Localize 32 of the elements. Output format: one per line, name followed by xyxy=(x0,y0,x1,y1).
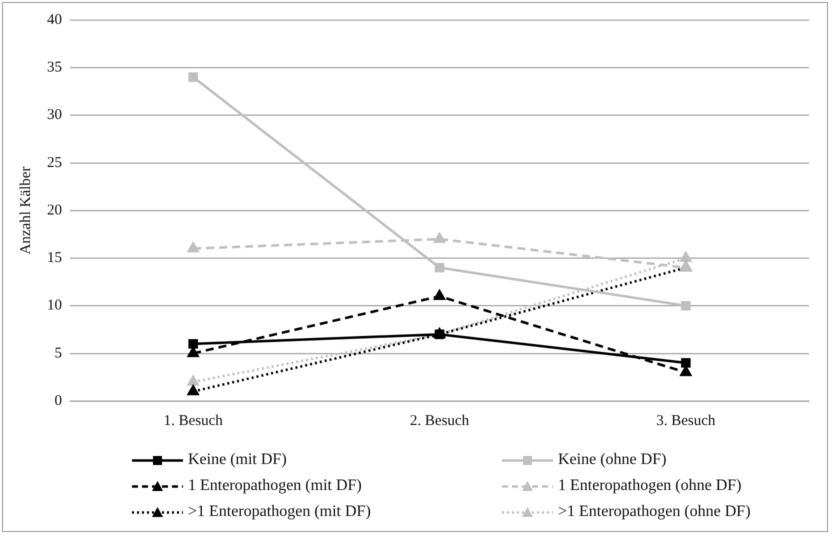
point xyxy=(681,358,691,368)
y-tick-label: 10 xyxy=(47,298,62,314)
legend-label: Keine (ohne DF) xyxy=(558,451,666,469)
legend-label: 1 Enteropathogen (mit DF) xyxy=(188,477,362,495)
point xyxy=(188,339,198,349)
x-tick-label: 1. Besuch xyxy=(164,412,224,429)
point xyxy=(681,300,691,311)
point xyxy=(434,262,444,272)
x-tick-label: 2. Besuch xyxy=(410,412,470,429)
legend-label: 1 Enteropathogen (ohne DF) xyxy=(558,477,742,495)
y-tick-label: 15 xyxy=(47,250,62,266)
y-tick-label: 40 xyxy=(47,12,62,28)
point xyxy=(434,330,444,340)
y-tick-label: 5 xyxy=(54,345,62,362)
point xyxy=(680,366,692,376)
y-tick-label: 25 xyxy=(47,154,62,171)
point xyxy=(188,376,199,386)
y-tick-label: 30 xyxy=(47,107,62,124)
y-tick-label: 0 xyxy=(54,392,62,409)
y-tick-label: 35 xyxy=(47,60,62,76)
point xyxy=(188,242,199,252)
y-axis-title: Anzahl Kälber xyxy=(18,166,34,254)
point xyxy=(188,385,199,396)
legend-label: Keine (mit DF) xyxy=(188,451,287,469)
point xyxy=(188,72,198,82)
x-tick-label: 3. Besuch xyxy=(656,412,716,429)
legend-label: >1 Enteropathogen (mit DF) xyxy=(188,503,371,521)
point xyxy=(434,290,446,300)
legend-label: >1 Enteropathogen (ohne DF) xyxy=(558,503,751,521)
point xyxy=(434,232,446,243)
point xyxy=(188,347,199,358)
y-tick-label: 20 xyxy=(47,202,62,218)
